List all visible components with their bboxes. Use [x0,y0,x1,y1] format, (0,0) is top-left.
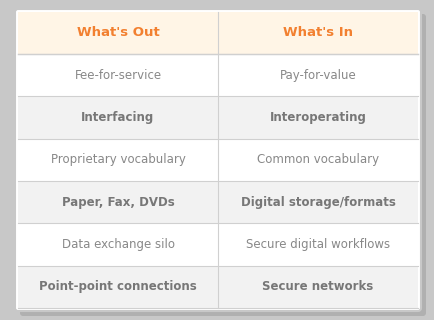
Text: Data exchange silo: Data exchange silo [62,238,174,251]
FancyBboxPatch shape [15,9,421,311]
Bar [18,223,418,266]
Text: Common vocabulary: Common vocabulary [257,153,379,166]
Bar [18,181,418,223]
Bar [18,96,418,139]
FancyBboxPatch shape [20,14,426,316]
Text: Secure digital workflows: Secure digital workflows [246,238,390,251]
Text: Interoperating: Interoperating [270,111,366,124]
Text: Point-point connections: Point-point connections [39,280,197,293]
Text: Pay-for-value: Pay-for-value [279,69,356,82]
Text: Interfacing: Interfacing [82,111,155,124]
Bar [18,54,418,96]
Text: What's In: What's In [283,27,353,39]
Text: Secure networks: Secure networks [263,280,374,293]
Text: What's Out: What's Out [77,27,159,39]
Bar [18,139,418,181]
Text: Digital storage/formats: Digital storage/formats [240,196,395,209]
Text: Fee-for-service: Fee-for-service [75,69,161,82]
Bar [18,266,418,308]
Bar [18,12,418,54]
Text: Proprietary vocabulary: Proprietary vocabulary [51,153,185,166]
Text: Paper, Fax, DVDs: Paper, Fax, DVDs [62,196,174,209]
